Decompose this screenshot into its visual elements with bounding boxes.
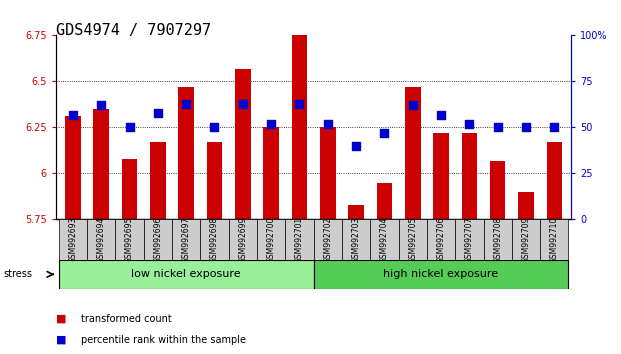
Text: ■: ■	[56, 314, 66, 324]
Text: GSM992706: GSM992706	[437, 217, 445, 263]
Text: GSM992703: GSM992703	[351, 217, 361, 263]
Bar	[207, 142, 222, 219]
Point	[153, 110, 163, 115]
Point	[379, 130, 389, 136]
Point	[238, 101, 248, 106]
Text: GSM992705: GSM992705	[408, 217, 417, 263]
FancyBboxPatch shape	[455, 219, 484, 260]
FancyBboxPatch shape	[285, 219, 314, 260]
Bar	[376, 183, 392, 219]
Bar	[405, 87, 420, 219]
FancyBboxPatch shape	[484, 219, 512, 260]
Bar	[65, 116, 81, 219]
Text: GSM992702: GSM992702	[324, 217, 332, 263]
Text: stress: stress	[3, 269, 32, 279]
FancyBboxPatch shape	[59, 260, 314, 289]
Bar	[93, 109, 109, 219]
FancyBboxPatch shape	[342, 219, 370, 260]
FancyBboxPatch shape	[314, 260, 568, 289]
FancyBboxPatch shape	[143, 219, 172, 260]
Text: GSM992697: GSM992697	[182, 217, 191, 263]
Text: GSM992696: GSM992696	[153, 217, 162, 263]
FancyBboxPatch shape	[87, 219, 116, 260]
Point	[294, 101, 304, 106]
Text: transformed count: transformed count	[81, 314, 171, 324]
Point	[465, 121, 474, 127]
Bar	[461, 133, 477, 219]
Text: GSM992693: GSM992693	[68, 217, 78, 263]
Point	[408, 103, 418, 108]
Text: GSM992695: GSM992695	[125, 217, 134, 263]
Text: GSM992701: GSM992701	[295, 217, 304, 263]
FancyBboxPatch shape	[116, 219, 143, 260]
Bar	[178, 87, 194, 219]
Point	[550, 125, 560, 130]
Bar	[150, 142, 166, 219]
Point	[68, 112, 78, 118]
Point	[266, 121, 276, 127]
FancyBboxPatch shape	[172, 219, 201, 260]
Text: GSM992709: GSM992709	[522, 217, 530, 263]
Bar	[122, 159, 137, 219]
Text: low nickel exposure: low nickel exposure	[132, 269, 241, 279]
Bar	[433, 133, 449, 219]
Bar	[490, 161, 505, 219]
Bar	[263, 127, 279, 219]
Text: GSM992698: GSM992698	[210, 217, 219, 263]
Text: ■: ■	[56, 335, 66, 345]
Text: percentile rank within the sample: percentile rank within the sample	[81, 335, 246, 345]
FancyBboxPatch shape	[257, 219, 285, 260]
Text: GSM992708: GSM992708	[493, 217, 502, 263]
Point	[181, 101, 191, 106]
Text: GDS4974 / 7907297: GDS4974 / 7907297	[56, 23, 211, 38]
Bar	[348, 205, 364, 219]
Bar	[546, 142, 562, 219]
Text: GSM992707: GSM992707	[465, 217, 474, 263]
Text: GSM992710: GSM992710	[550, 217, 559, 263]
FancyBboxPatch shape	[512, 219, 540, 260]
Bar	[320, 127, 335, 219]
FancyBboxPatch shape	[314, 219, 342, 260]
FancyBboxPatch shape	[427, 219, 455, 260]
Point	[323, 121, 333, 127]
Point	[125, 125, 135, 130]
FancyBboxPatch shape	[370, 219, 399, 260]
Point	[351, 143, 361, 149]
Point	[96, 103, 106, 108]
Text: GSM992694: GSM992694	[97, 217, 106, 263]
Point	[209, 125, 219, 130]
FancyBboxPatch shape	[229, 219, 257, 260]
Text: GSM992699: GSM992699	[238, 217, 247, 263]
FancyBboxPatch shape	[59, 219, 87, 260]
Point	[492, 125, 502, 130]
Bar	[518, 192, 534, 219]
Point	[521, 125, 531, 130]
Text: high nickel exposure: high nickel exposure	[384, 269, 499, 279]
Text: GSM992704: GSM992704	[380, 217, 389, 263]
Bar	[235, 69, 251, 219]
Bar	[292, 35, 307, 219]
FancyBboxPatch shape	[399, 219, 427, 260]
FancyBboxPatch shape	[201, 219, 229, 260]
Point	[436, 112, 446, 118]
Text: GSM992700: GSM992700	[266, 217, 276, 263]
FancyBboxPatch shape	[540, 219, 568, 260]
